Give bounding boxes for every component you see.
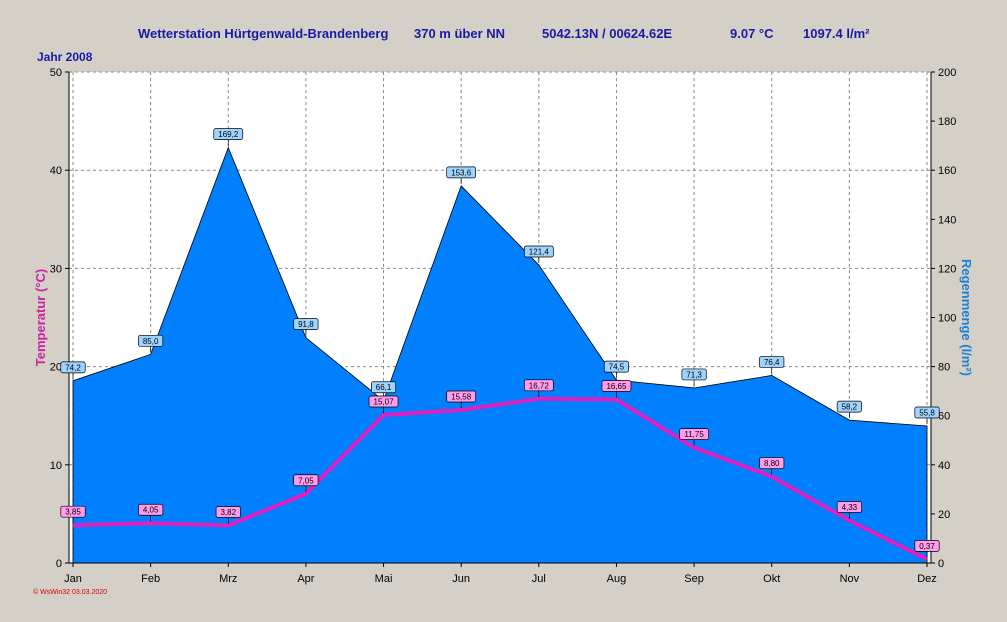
rain-data-label: 91,8 [298,320,314,329]
rain-data-label: 169,2 [218,130,239,139]
temperature-data-label-box [759,457,785,469]
year-label: Jahr 2008 [37,50,93,64]
left-tick-label: 10 [50,460,62,472]
x-tick-label: Jul [532,573,546,585]
x-tick-label: Feb [141,573,160,585]
right-tick-label: 160 [938,165,956,177]
y-axis-title: Temperatur (°C) [33,269,48,366]
temperature-data-label: 16,72 [529,381,550,390]
rain-data-label-box [293,318,319,330]
rain-data-label: 71,3 [686,370,702,379]
temperature-data-label: 0,37 [919,542,935,551]
right-tick-label: 100 [938,313,956,325]
rain-data-label-box [603,360,630,373]
right-tick-label: 180 [938,116,956,128]
rain-data-label-box [213,128,244,140]
left-tick-label: 0 [56,558,62,570]
x-tick-label: Jun [452,573,470,585]
rain-data-label-box [836,400,862,413]
rain-data-label: 76,4 [764,358,780,367]
x-tick-label: Mrz [219,573,237,585]
temperature-data-label: 4,05 [143,506,159,515]
rain-data-label: 74,5 [609,363,625,372]
right-tick-label: 20 [938,509,950,521]
station-coordinates: 5042.13N / 00624.62E [542,26,673,41]
rain-data-label: 121,4 [529,247,550,256]
left-tick-label: 40 [50,165,62,177]
rain-data-label: 153,6 [451,168,472,177]
temperature-data-label: 16,65 [606,382,627,391]
software-credit: © WsWin32 03.03.2020 [33,589,108,596]
rain-data-label-box [60,361,86,374]
temperature-data-label: 11,75 [684,430,704,439]
x-tick-label: Jan [64,573,82,585]
x-tick-label: Dez [917,573,937,585]
temperature-data-label: 7,05 [298,476,314,485]
rain-data-label: 58,2 [842,403,858,412]
annual-mean-temperature: 9.07 °C [730,26,774,41]
left-tick-label: 30 [50,263,62,275]
temperature-data-label: 3,82 [220,508,236,517]
rain-area [72,146,928,564]
y2-axis-title: Regenmenge (l/m²) [959,259,974,376]
x-tick-label: Okt [763,573,780,585]
left-tick-label: 50 [50,67,62,79]
rain-data-label-box [446,166,477,179]
right-tick-label: 140 [938,214,956,226]
right-tick-label: 200 [938,67,956,79]
temperature-line [72,396,928,562]
temperature-data-label-box [293,474,319,487]
temperature-data-label-box [601,380,632,392]
rain-data-label-box [138,334,164,347]
temperature-data-label: 8,80 [764,459,780,468]
chart-header: Wetterstation Hürtgenwald-Brandenberg 37… [0,26,1007,42]
x-tick-label: Mai [375,573,393,585]
temperature-data-label-box [523,379,554,392]
rain-data-label: 55,8 [919,409,935,418]
rain-data-label: 66,1 [376,383,392,392]
left-tick-label: 20 [50,362,62,374]
temperature-data-label-box [836,501,862,513]
x-tick-label: Nov [840,573,860,585]
temperature-data-label-box [60,505,86,518]
rain-data-label: 85,0 [143,337,159,346]
x-tick-label: Apr [297,573,314,585]
x-tick-label: Aug [607,573,627,585]
x-tick-label: Sep [684,573,704,585]
temperature-data-label: 15,07 [374,398,395,407]
temperature-data-label: 15,58 [451,393,472,402]
rain-data-label-box [681,368,707,381]
temperature-data-label: 3,85 [65,508,81,517]
rain-data-label-box [370,381,397,394]
rain-data-label: 74,2 [65,363,81,372]
temperature-data-label: 4,33 [842,503,858,512]
station-altitude: 370 m über NN [414,26,506,41]
annual-rainfall-total: 1097.4 l/m² [803,26,870,41]
temperature-data-label-box [368,395,399,408]
temperature-data-label-box [138,503,164,516]
temperature-data-label-box [914,540,940,552]
temperature-data-label-box [446,390,477,403]
station-name: Wetterstation Hürtgenwald-Brandenberg [138,26,389,41]
right-tick-label: 80 [938,362,950,374]
rain-data-label-box [914,406,940,419]
right-tick-label: 120 [938,263,956,275]
temperature-data-label-box [215,506,241,518]
rain-data-label-box [523,245,554,258]
right-tick-label: 40 [938,460,950,472]
temperature-data-label-box [679,428,709,440]
rain-data-label-box [759,356,785,368]
right-tick-label: 60 [938,411,950,423]
right-tick-label: 0 [938,558,944,570]
